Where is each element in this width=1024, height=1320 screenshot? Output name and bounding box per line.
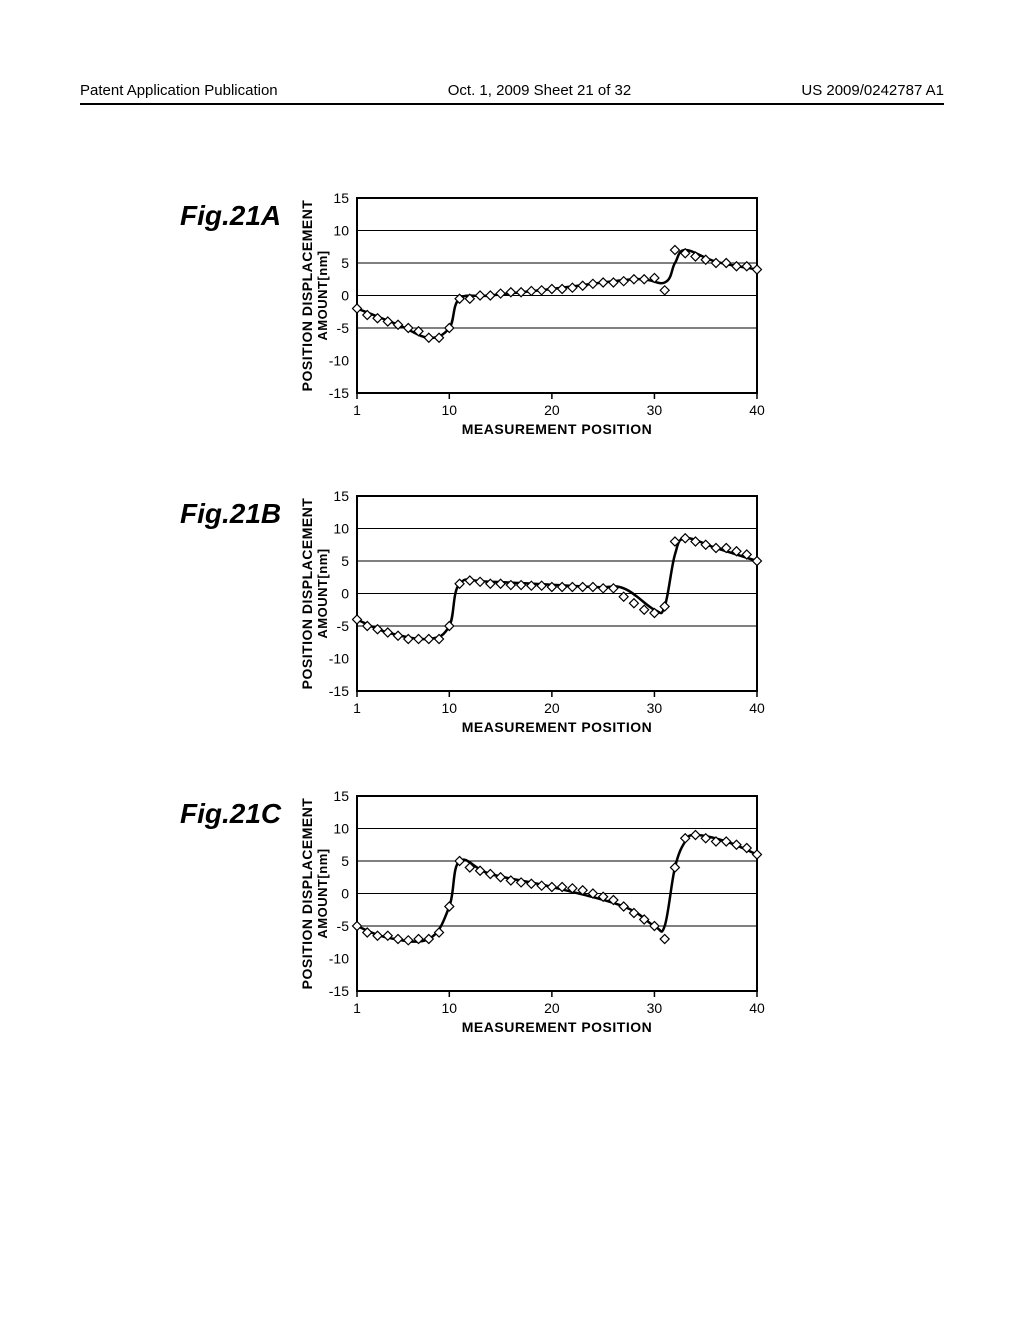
y-tick-label: 5 [341, 553, 349, 569]
y-tick-label: 5 [341, 853, 349, 869]
x-tick-label: 20 [544, 700, 560, 716]
chart-svg: 1 10 20 30 40 -15 -10 -5 0 5 10 15 [295, 784, 771, 1035]
x-tick-label: 30 [647, 700, 663, 716]
x-tick-label: 1 [353, 402, 361, 418]
x-tick-label: 10 [442, 700, 458, 716]
x-tick-label: 20 [544, 1000, 560, 1016]
figure-label: Fig.21A [180, 200, 281, 232]
y-tick-label: 5 [341, 255, 349, 271]
header-left: Patent Application Publication [80, 82, 278, 99]
y-axis-label: POSITION DISPLACEMENTAMOUNT[nm] [299, 496, 330, 691]
x-tick-label: 40 [749, 1000, 765, 1016]
x-tick-label: 20 [544, 402, 560, 418]
y-tick-label: 10 [333, 521, 349, 537]
y-tick-label: -10 [329, 951, 349, 967]
y-tick-label: 15 [333, 788, 349, 804]
y-tick-label: -5 [337, 320, 350, 336]
x-tick-label: 40 [749, 700, 765, 716]
y-tick-label: -5 [337, 618, 350, 634]
x-tick-label: 10 [442, 1000, 458, 1016]
y-tick-label: 0 [341, 886, 349, 902]
y-tick-label: -10 [329, 651, 349, 667]
x-tick-label: 10 [442, 402, 458, 418]
x-axis-label: MEASUREMENT POSITION [457, 1019, 657, 1035]
x-tick-label: 1 [353, 700, 361, 716]
y-tick-label: 0 [341, 288, 349, 304]
y-axis-label: POSITION DISPLACEMENTAMOUNT[nm] [299, 198, 330, 393]
figure-label: Fig.21B [180, 498, 281, 530]
x-tick-label: 40 [749, 402, 765, 418]
y-tick-label: -15 [329, 385, 349, 401]
y-tick-label: -5 [337, 918, 350, 934]
x-tick-label: 1 [353, 1000, 361, 1016]
y-tick-label: 10 [333, 223, 349, 239]
y-tick-label: 15 [333, 190, 349, 206]
y-tick-label: 0 [341, 586, 349, 602]
chart-svg: 1 10 20 30 40 -15 -10 -5 0 5 10 15 [295, 186, 771, 437]
y-tick-label: -15 [329, 683, 349, 699]
header-right: US 2009/0242787 A1 [801, 82, 944, 99]
chart-svg: 1 10 20 30 40 -15 -10 -5 0 5 10 15 [295, 484, 771, 735]
y-tick-label: 10 [333, 821, 349, 837]
y-tick-label: 15 [333, 488, 349, 504]
y-axis-label: POSITION DISPLACEMENTAMOUNT[nm] [299, 796, 330, 991]
x-axis-label: MEASUREMENT POSITION [457, 719, 657, 735]
chart: POSITION DISPLACEMENTAMOUNT[nm] 1 10 20 30 40… [295, 484, 771, 735]
chart: POSITION DISPLACEMENTAMOUNT[nm] 1 10 20 30 40… [295, 186, 771, 437]
x-tick-label: 30 [647, 1000, 663, 1016]
x-tick-label: 30 [647, 402, 663, 418]
page-header: Patent Application Publication Oct. 1, 2… [80, 82, 944, 105]
chart: POSITION DISPLACEMENTAMOUNT[nm] 1 10 20 30 40… [295, 784, 771, 1035]
y-tick-label: -10 [329, 353, 349, 369]
y-tick-label: -15 [329, 983, 349, 999]
x-axis-label: MEASUREMENT POSITION [457, 421, 657, 437]
figure-label: Fig.21C [180, 798, 281, 830]
header-center: Oct. 1, 2009 Sheet 21 of 32 [448, 82, 631, 99]
